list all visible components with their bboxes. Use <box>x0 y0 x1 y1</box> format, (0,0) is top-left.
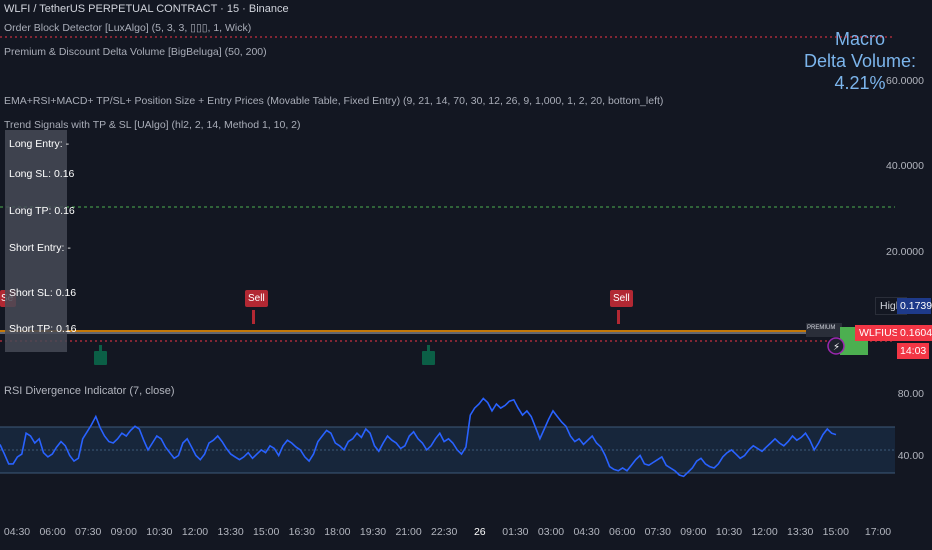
time-axis-label: 21:00 <box>395 526 422 538</box>
svg-text:⚡: ⚡ <box>833 342 840 353</box>
buy-marker <box>422 345 435 365</box>
countdown-tag: 14:03 <box>897 343 930 359</box>
rsi-chart[interactable] <box>0 380 932 520</box>
time-axis-label: 15:00 <box>253 526 280 538</box>
buy-marker <box>94 345 107 365</box>
macro-line1: Macro <box>834 29 885 49</box>
time-axis-label: 15:00 <box>822 526 849 538</box>
indicator-order-block[interactable]: Order Block Detector [LuxAlgo] (5, 3, 3,… <box>4 22 252 34</box>
macro-line3: 4.21% <box>834 73 886 93</box>
price-chart[interactable]: ⚡ <box>0 0 932 380</box>
premium-label: PREMIUM <box>807 325 836 331</box>
indicator-delta-volume[interactable]: Premium & Discount Delta Volume [BigBelu… <box>4 46 267 58</box>
sell-label[interactable]: Sell <box>610 290 633 307</box>
time-axis-label: 10:30 <box>146 526 173 538</box>
price-axis-label: 60.0000 <box>886 75 924 87</box>
rsi-axis-label: 80.00 <box>897 388 924 400</box>
time-axis-label: 18:00 <box>324 526 351 538</box>
time-axis-label: 01:30 <box>502 526 529 538</box>
time-axis-label: 09:00 <box>110 526 137 538</box>
premium-zone <box>806 323 842 337</box>
time-axis-label: 19:30 <box>359 526 387 538</box>
time-axis-label: 07:30 <box>75 526 102 538</box>
price-axis-label: 20.0000 <box>886 246 924 258</box>
last-price-tag: 0.1604 <box>897 325 932 341</box>
time-axis-label: 09:00 <box>680 526 707 538</box>
time-axis-label: 12:00 <box>181 526 209 538</box>
time-axis-label: 06:00 <box>39 526 66 538</box>
time-axis-label: 26 <box>473 526 486 538</box>
high-value: 0.1739 <box>897 298 932 314</box>
time-axis-label: 13:30 <box>217 526 244 538</box>
time-axis-label: 07:30 <box>644 526 671 538</box>
indicator-ema-rsi-macd[interactable]: EMA+RSI+MACD+ TP/SL+ Position Size + Ent… <box>4 95 664 107</box>
time-axis-label: 03:00 <box>537 526 565 538</box>
time-axis-label: 22:30 <box>431 526 458 538</box>
price-axis-label: 40.0000 <box>886 160 924 172</box>
long-tp: Long TP: 0.16 <box>9 205 75 217</box>
position-info-table[interactable]: Long Entry: - Long SL: 0.16 Long TP: 0.1… <box>5 130 77 352</box>
macro-delta-volume: Macro Delta Volume: 4.21% <box>800 28 920 94</box>
time-axis-label: 17:00 <box>864 526 892 538</box>
rsi-axis-label: 40.00 <box>897 450 924 462</box>
short-entry: Short Entry: - <box>9 242 71 254</box>
long-sl: Long SL: 0.16 <box>9 168 75 180</box>
time-axis-label: 10:30 <box>715 526 743 538</box>
sell-pin <box>252 310 255 324</box>
sell-pin <box>617 310 620 324</box>
time-axis-label: 04:30 <box>3 526 31 538</box>
rsi-title[interactable]: RSI Divergence Indicator (7, close) <box>4 385 175 397</box>
time-axis-label: 06:00 <box>609 526 636 538</box>
rsi-line <box>0 397 837 478</box>
macro-line2: Delta Volume: <box>803 51 917 71</box>
long-entry: Long Entry: - <box>9 138 70 150</box>
indicator-trend-signals[interactable]: Trend Signals with TP & SL [UAlgo] (hl2,… <box>4 119 301 131</box>
lightning-icon <box>827 337 845 355</box>
time-axis-label: 16:30 <box>288 526 315 538</box>
chart-title: WLFI / TetherUS PERPETUAL CONTRACT · 15 … <box>4 3 289 15</box>
sell-label[interactable]: Sell <box>245 290 268 307</box>
short-tp: Short TP: 0.16 <box>9 323 77 335</box>
short-sl: Short SL: 0.16 <box>9 287 77 299</box>
time-axis-label: 04:30 <box>573 526 600 538</box>
time-axis-label: 12:00 <box>751 526 778 538</box>
time-axis-label: 13:30 <box>787 526 814 538</box>
